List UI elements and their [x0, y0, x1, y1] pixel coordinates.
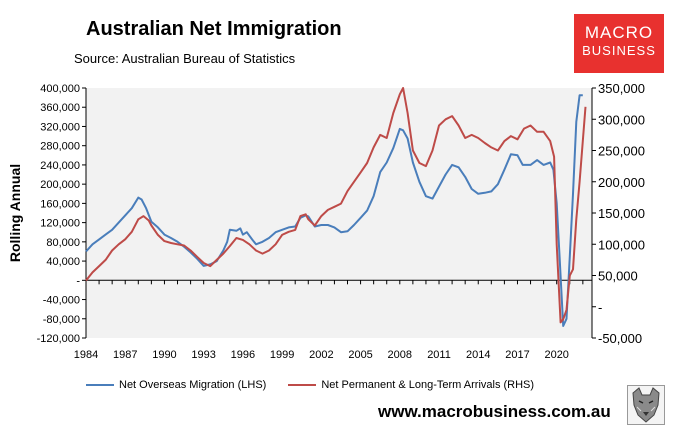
y-left-tick-label: 240,000	[40, 160, 80, 172]
series-lines	[85, 87, 587, 327]
y-left-tick-label: -80,000	[43, 314, 80, 326]
chart-source: Source: Australian Bureau of Statistics	[74, 51, 296, 66]
legend-label-nom: Net Overseas Migration (LHS)	[119, 379, 267, 391]
chart-title: Australian Net Immigration	[86, 18, 342, 40]
y-left-tick-label: 80,000	[46, 237, 80, 249]
x-tick-label: 2008	[388, 349, 412, 361]
y-right-tick-label: 250,000	[598, 144, 645, 159]
y-left-tick-label: 320,000	[40, 121, 80, 133]
y-right-tick-label: -50,000	[598, 331, 642, 346]
y-right-tick-label: 200,000	[598, 175, 645, 190]
series-line-net-permanent-long-term-arrivals	[85, 87, 587, 324]
y-axis-label: Rolling Annual	[7, 164, 23, 262]
y-left-tick-label: -120,000	[37, 333, 80, 345]
legend-item-nom: Net Overseas Migration (LHS)	[86, 379, 266, 391]
plot-area	[86, 88, 592, 338]
x-tick-label: 2014	[466, 349, 490, 361]
x-tick-label: 2005	[348, 349, 372, 361]
axes: -120,000-80,000-40,000-40,00080,000120,0…	[37, 81, 645, 361]
y-right-tick-label: 350,000	[598, 81, 645, 96]
y-right-tick-label: 100,000	[598, 237, 645, 252]
y-left-tick-label: -40,000	[43, 295, 80, 307]
logo-line-1: MACRO	[584, 23, 654, 42]
x-tick-label: 2020	[544, 349, 568, 361]
y-left-tick-label: 160,000	[40, 198, 80, 210]
x-tick-label: 1996	[231, 349, 255, 361]
y-right-tick-label: 50,000	[598, 269, 638, 284]
x-tick-label: 1999	[270, 349, 294, 361]
legend-swatch-nom	[86, 384, 114, 386]
x-tick-label: 1984	[74, 349, 98, 361]
x-tick-label: 1990	[152, 349, 176, 361]
y-left-tick-label: 40,000	[46, 256, 80, 268]
y-right-tick-label: -	[598, 300, 602, 315]
y-left-tick-label: 200,000	[40, 179, 80, 191]
x-tick-label: 1987	[113, 349, 137, 361]
y-right-tick-label: 300,000	[598, 112, 645, 127]
y-left-tick-label: 360,000	[40, 102, 80, 114]
x-tick-label: 2002	[309, 349, 333, 361]
website-url[interactable]: www.macrobusiness.com.au	[378, 402, 611, 421]
legend-swatch-plt	[288, 384, 317, 386]
y-left-tick-label: 280,000	[40, 141, 80, 153]
y-left-tick-label: -	[76, 275, 80, 287]
y-left-tick-label: 120,000	[40, 218, 80, 230]
y-right-tick-label: 150,000	[598, 206, 645, 221]
series-line-net-overseas-migration	[85, 94, 583, 327]
y-left-tick-label: 400,000	[40, 83, 80, 95]
wolf-icon	[627, 385, 665, 425]
legend-item-plt: Net Permanent & Long-Term Arrivals (RHS)	[288, 379, 534, 391]
macrobusiness-logo[interactable]: MACRO BUSINESS	[574, 14, 664, 73]
x-tick-label: 1993	[191, 349, 215, 361]
x-tick-label: 2011	[427, 349, 451, 361]
logo-line-2: BUSINESS	[582, 43, 656, 58]
x-tick-label: 2017	[505, 349, 529, 361]
legend-label-plt: Net Permanent & Long-Term Arrivals (RHS)	[321, 379, 535, 391]
chart-legend: Net Overseas Migration (LHS) Net Permane…	[86, 379, 556, 391]
